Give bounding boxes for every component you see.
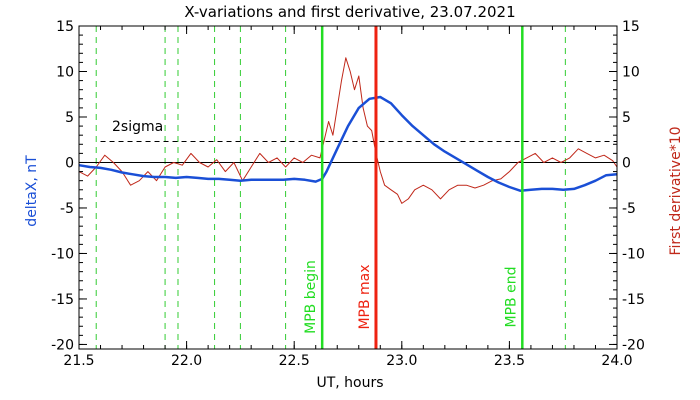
x-tick-label: 22.5 xyxy=(279,353,310,369)
mpb-begin-label: MPB begin xyxy=(303,260,319,334)
y-axis-label-right: First derivative*10 xyxy=(668,126,684,255)
y-tick-label-left: 0 xyxy=(65,155,74,171)
mpb-max-label: MPB max xyxy=(357,264,373,329)
x-tick-label: 22.0 xyxy=(171,353,202,369)
y-tick-label-right: 0 xyxy=(622,155,631,171)
y-tick-label-left: -5 xyxy=(60,201,74,217)
y-tick-label-right: -15 xyxy=(622,292,645,308)
plot-layer: MPB begin MPB max MPB end 21.5 22.0 22.5 23.0 2… xyxy=(51,19,645,369)
y-tick-label-right: -5 xyxy=(622,201,636,217)
y-tick-label-left: 15 xyxy=(56,19,74,35)
y-tick-label-left: -10 xyxy=(51,246,74,262)
series-deltax-line xyxy=(78,95,618,192)
sigma-label: 2sigma xyxy=(112,119,163,135)
x-tick-label: 24.0 xyxy=(601,353,632,369)
y-tick-label-left: 5 xyxy=(65,110,74,126)
y-tick-label-left: 10 xyxy=(56,64,74,80)
x-axis-label: UT, hours xyxy=(316,375,383,391)
y-axis-label-left: deltaX, nT xyxy=(24,155,40,227)
y-tick-label-right: 10 xyxy=(622,64,640,80)
series-derivative-line xyxy=(78,57,618,204)
x-tick-label: 23.0 xyxy=(386,353,417,369)
y-tick-label-left: -20 xyxy=(51,337,74,353)
y-tick-label-left: -15 xyxy=(51,292,74,308)
chart-title: X-variations and first derivative, 23.07… xyxy=(184,3,515,21)
x-tick-label: 23.5 xyxy=(494,353,525,369)
y-tick-label-right: 5 xyxy=(622,110,631,126)
y-tick-label-right: 15 xyxy=(622,19,640,35)
y-tick-label-right: -10 xyxy=(622,246,645,262)
plot-frame xyxy=(78,25,618,350)
x-tick-label: 21.5 xyxy=(63,353,94,369)
mpb-end-label: MPB end xyxy=(503,267,519,328)
y-tick-label-right: -20 xyxy=(622,337,645,353)
